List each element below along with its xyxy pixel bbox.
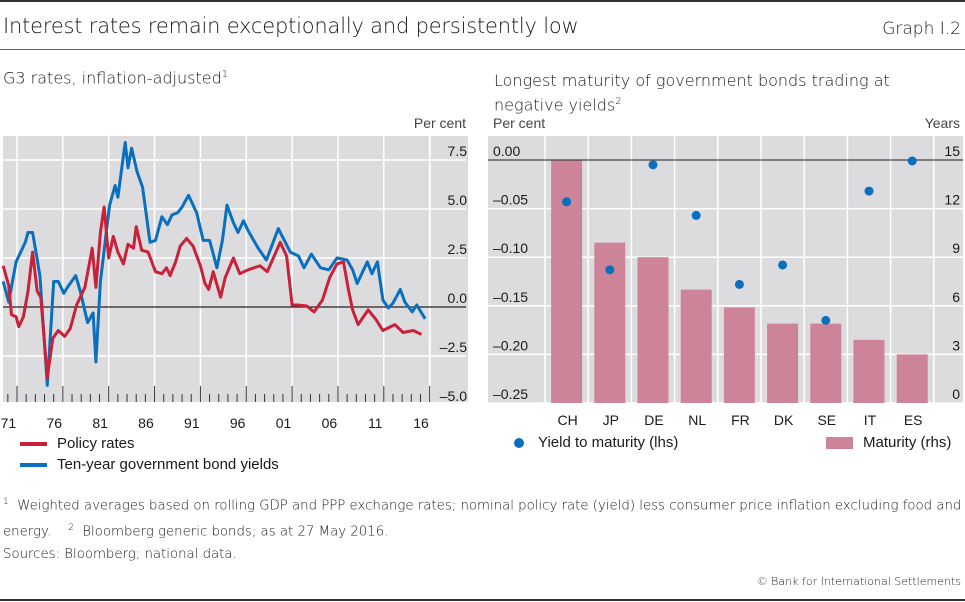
x-category-label: ES (904, 412, 923, 428)
yield-dot (864, 186, 874, 196)
maturity-bar (680, 289, 712, 403)
left-y-tick-label: –0.10 (493, 240, 528, 256)
legend-label-yields: Ten-year government bond yields (57, 456, 279, 473)
x-category-label: SE (817, 412, 836, 428)
x-tick-label: 76 (46, 415, 62, 431)
x-tick-label: 81 (92, 415, 108, 431)
x-tick-label: 91 (184, 415, 200, 431)
copyright-note: © Bank for International Settlements (756, 575, 961, 588)
right-y-tick-label: 3 (952, 337, 960, 353)
right-chart-title-footnote: 2 (615, 96, 622, 107)
right-chart-title: Longest maturity of government bonds tra… (494, 70, 944, 115)
left-chart-title-text: G3 rates, inflation-adjusted (3, 68, 222, 88)
legend-yield-to-maturity: Yield to maturity (lhs) (514, 434, 678, 451)
legend-policy-rates: Policy rates (20, 435, 135, 452)
x-category-label: IT (864, 412, 877, 428)
maturity-bar (853, 339, 885, 403)
sources-note: Sources: Bloomberg; national data. (3, 547, 237, 562)
legend-swatch-yields (20, 462, 47, 467)
yield-dot (648, 160, 658, 170)
legend-label-maturity: Maturity (rhs) (863, 434, 952, 451)
y-tick-label: –2.5 (440, 339, 467, 355)
right-y-tick-label: 15 (944, 143, 960, 159)
yield-dot (734, 279, 744, 289)
maturity-bar (637, 257, 669, 403)
x-tick-label: 71 (1, 415, 17, 431)
footnote-1-marker: 1 (3, 497, 9, 507)
x-tick-label: 16 (413, 415, 429, 431)
footnote-1-text: Weighted averages based on rolling GDP a… (3, 498, 962, 540)
x-category-label: JP (603, 412, 619, 428)
right-y-axis-title: Years (925, 115, 960, 131)
right-chart-title-text: Longest maturity of government bonds tra… (494, 71, 890, 115)
legend-bond-yields: Ten-year government bond yields (20, 456, 279, 473)
yield-dot (778, 260, 788, 270)
maturity-bar (551, 160, 583, 403)
axis-label-background (430, 136, 468, 402)
x-tick-label: 11 (368, 415, 383, 431)
y-tick-label: –5.0 (440, 388, 467, 404)
left-line-chart: 7.5 5.0 2.5 0.0 –2.5 –5.0 71 76 81 86 91 96 01 06 11 16… (1, 115, 468, 431)
yield-dot (691, 210, 701, 220)
x-category-label: FR (731, 412, 750, 428)
x-tick-label: 86 (138, 415, 154, 431)
bottom-rule (0, 599, 965, 601)
legend-label-policy: Policy rates (57, 435, 135, 452)
x-category-label: DK (774, 412, 794, 428)
legend-maturity: Maturity (rhs) (826, 434, 951, 451)
y-tick-label: 7.5 (448, 143, 468, 159)
x-category-label: NL (688, 412, 706, 428)
title-divider (0, 49, 965, 50)
left-y-tick-label: –0.05 (493, 192, 528, 208)
y-tick-label: 5.0 (448, 192, 468, 208)
x-tick-label: 06 (322, 415, 338, 431)
x-tick-label: 01 (276, 415, 292, 431)
y-tick-label: 0.0 (448, 290, 468, 306)
page-title: Interest rates remain exceptionally and … (3, 14, 579, 38)
x-category-label: DE (644, 412, 663, 428)
left-y-tick-label: 0.00 (493, 143, 520, 159)
left-y-tick-label: –0.25 (493, 386, 528, 402)
maturity-bar (810, 323, 842, 403)
left-y-tick-label: –0.15 (493, 289, 528, 305)
left-chart-title-footnote: 1 (221, 69, 229, 80)
left-y-tick-label: –0.20 (493, 337, 528, 353)
footnotes: 1 Weighted averages based on rolling GDP… (3, 491, 963, 544)
legend-swatch-policy (20, 441, 47, 446)
right-y-tick-label: 12 (944, 192, 960, 208)
right-y-tick-label: 0 (952, 386, 960, 402)
right-y-tick-label: 9 (952, 240, 960, 256)
maturity-bar (767, 323, 799, 403)
footnote-2-text: Bloomberg generic bonds; as at 27 May 20… (82, 524, 389, 540)
yield-dot (821, 315, 831, 325)
y-axis-title: Per cent (414, 115, 466, 131)
yield-dot (907, 156, 917, 166)
legend-swatch-bar (826, 436, 853, 449)
bond-yields-line (1, 140, 427, 387)
legend-swatch-dot (514, 437, 524, 448)
x-category-label: CH (557, 412, 577, 428)
right-y-tick-label: 6 (952, 289, 960, 305)
top-rule (0, 0, 965, 2)
maturity-bar (896, 354, 928, 403)
yield-dot (562, 197, 572, 207)
footnote-2-marker: 2 (68, 523, 74, 534)
left-chart-title: G3 rates, inflation-adjusted1 (3, 64, 228, 88)
graph-number: Graph I.2 (882, 19, 961, 39)
maturity-bar (723, 307, 755, 403)
policy-rates-line (1, 205, 423, 380)
right-bar-chart: 0.00 –0.05 –0.10 –0.15 –0.20 –0.25 15 12 9 6 3 0 Per… (488, 115, 963, 428)
y-tick-label: 2.5 (448, 241, 468, 257)
legend-label-ytm: Yield to maturity (lhs) (538, 434, 679, 451)
left-y-axis-title: Per cent (493, 115, 545, 131)
yield-dot (605, 265, 615, 275)
x-tick-label: 96 (230, 415, 246, 431)
